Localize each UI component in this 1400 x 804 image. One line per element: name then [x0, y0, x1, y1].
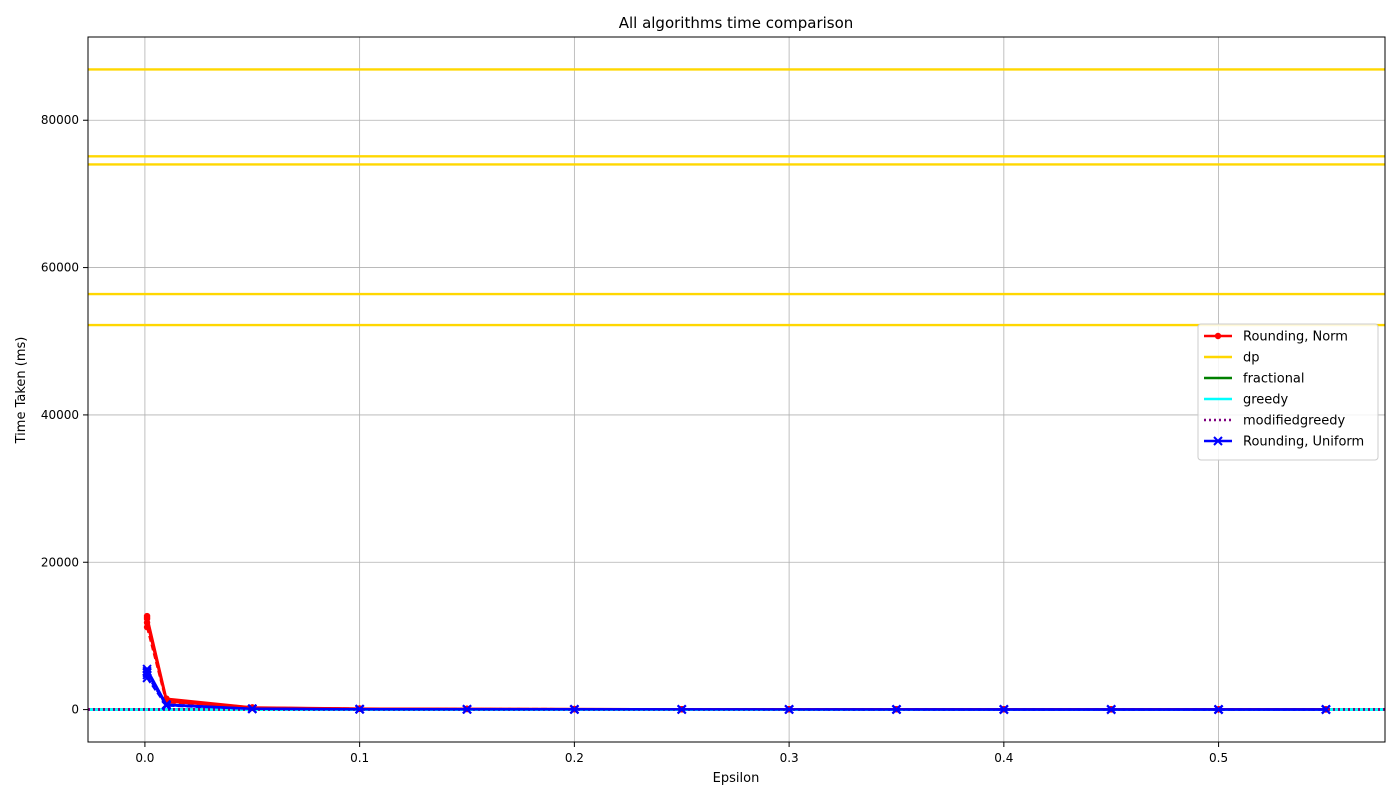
legend-label-rounding-norm: Rounding, Norm — [1243, 330, 1348, 345]
data-point-rounding-uniform — [999, 704, 1009, 715]
legend: Rounding, Norm dp fractional greedy modified… — [1197, 323, 1379, 461]
data-point-rounding-norm — [143, 619, 151, 626]
data-point-rounding-norm — [143, 623, 151, 631]
data-point-rounding-uniform-stroke — [999, 704, 1009, 715]
axis-ticks: 0.0 0.1 0.2 0.3 0.4 0.5 0 20000 40000 60000 80000 — [41, 113, 1228, 765]
x-tick-label: 0.3 — [780, 751, 799, 765]
series-line-rounding-uniform — [146, 677, 1326, 711]
data-point-rounding-uniform-stroke — [247, 704, 257, 714]
chart-title: All algorithms time comparison — [619, 14, 854, 32]
series-line-rounding-norm — [145, 615, 1326, 711]
data-point-rounding-uniform-stroke — [677, 704, 687, 715]
series-line-rounding-uniform — [146, 668, 1326, 711]
legend-box — [1197, 323, 1379, 461]
legend-label-dp: dp — [1243, 351, 1260, 366]
legend-item-rounding-uniform: Rounding, Uniform — [1204, 435, 1364, 450]
data-point-rounding-uniform — [784, 704, 794, 715]
data-point-rounding-uniform — [1213, 704, 1224, 715]
data-point-rounding-uniform-stroke — [142, 673, 152, 683]
data-point-rounding-uniform-stroke — [569, 704, 580, 715]
data-point-rounding-uniform-stroke — [462, 704, 472, 715]
data-point-rounding-uniform — [354, 704, 365, 714]
data-point-rounding-uniform-stroke — [142, 670, 152, 680]
grid-lines — [88, 37, 1385, 742]
legend-item-rounding-norm: Rounding, Norm — [1204, 330, 1348, 345]
plot-frame — [87, 36, 1386, 743]
data-point-rounding-uniform-stroke — [161, 700, 172, 711]
legend-label-rounding-uniform: Rounding, Uniform — [1243, 435, 1364, 450]
data-point-rounding-uniform-stroke — [1321, 704, 1331, 715]
x-tick-label: 0.2 — [565, 751, 584, 765]
series-rounding-norm — [143, 612, 1330, 713]
data-point-rounding-uniform — [677, 704, 687, 715]
data-point-rounding-uniform — [462, 704, 472, 715]
plot-data — [88, 68, 1385, 715]
series-line-rounding-uniform — [146, 674, 1326, 711]
data-point-rounding-uniform — [891, 704, 902, 715]
series-line-rounding-norm — [145, 617, 1326, 711]
data-point-rounding-uniform-stroke — [354, 704, 365, 714]
legend-label-greedy: greedy — [1243, 393, 1289, 408]
data-point-rounding-uniform-stroke — [891, 704, 902, 715]
x-tick-label: 0.0 — [135, 751, 154, 765]
series-line-rounding-uniform — [146, 670, 1326, 711]
x-tick-label: 0.4 — [994, 751, 1013, 765]
series-line-rounding-uniform — [146, 672, 1326, 711]
data-point-rounding-uniform — [1106, 704, 1116, 715]
legend-marker-rounding-norm — [1214, 332, 1222, 340]
y-tick-label: 40000 — [41, 408, 79, 422]
series-rounding-uniform — [142, 664, 1331, 715]
y-tick-label: 0 — [71, 703, 79, 717]
x-tick-label: 0.1 — [350, 751, 369, 765]
data-point-rounding-uniform-stroke — [1213, 704, 1224, 715]
legend-label-modifiedgreedy: modifiedgreedy — [1243, 414, 1345, 429]
x-axis-label: Epsilon — [713, 771, 760, 786]
data-point-rounding-uniform — [142, 670, 152, 680]
data-point-rounding-uniform — [247, 704, 257, 714]
series-dp — [88, 68, 1385, 327]
legend-marker-rounding-uniform-stroke — [1213, 436, 1223, 446]
legend-item-modifiedgreedy: modifiedgreedy — [1204, 414, 1345, 429]
x-tick-label: 0.5 — [1209, 751, 1228, 765]
legend-label-fractional: fractional — [1243, 372, 1305, 387]
y-axis-label: Time Taken (ms) — [14, 337, 29, 445]
series-line-rounding-norm — [145, 622, 1326, 711]
series-line-rounding-norm — [145, 618, 1326, 711]
data-point-rounding-uniform — [569, 704, 580, 715]
data-point-rounding-uniform — [142, 673, 152, 683]
y-tick-label: 20000 — [41, 555, 79, 569]
data-point-rounding-uniform-stroke — [1106, 704, 1116, 715]
legend-item-greedy: greedy — [1204, 393, 1289, 408]
data-point-rounding-uniform — [1321, 704, 1331, 715]
data-point-rounding-uniform — [161, 700, 172, 711]
legend-item-dp: dp — [1204, 351, 1260, 366]
legend-item-fractional: fractional — [1204, 372, 1305, 387]
series-line-rounding-norm — [145, 626, 1326, 711]
y-tick-label: 60000 — [41, 261, 79, 275]
y-tick-label: 80000 — [41, 113, 79, 127]
legend-marker-rounding-uniform — [1213, 436, 1223, 446]
data-point-rounding-uniform-stroke — [784, 704, 794, 715]
